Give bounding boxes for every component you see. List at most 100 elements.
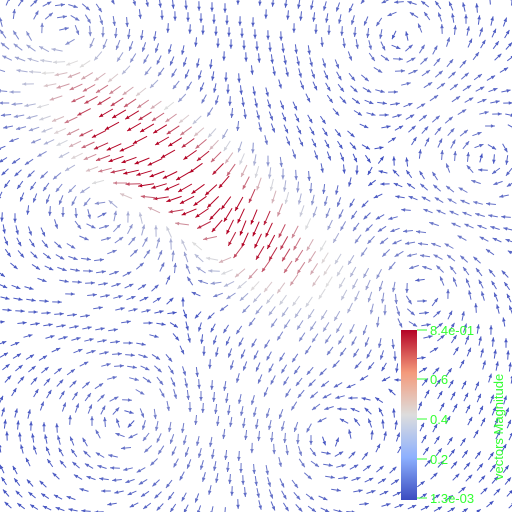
vector-glyph-head [239,231,244,236]
vector-glyph-head [299,16,303,21]
vector-glyph-head [191,292,196,296]
vector-glyph-head [267,482,271,487]
vector-glyph-head [229,44,233,49]
vector-glyph-head [44,299,49,303]
vector-glyph-head [492,238,497,242]
vector-glyph-head [307,314,312,319]
vector-glyph-head [435,494,440,499]
vector-glyph-head [449,266,454,271]
vector-glyph-head [226,467,230,472]
vector-glyph-head [364,502,369,506]
vector-glyph-head [418,401,422,407]
vector-glyph-head [388,216,393,220]
vector-glyph-head [209,215,214,220]
vector-glyph-head [115,433,120,437]
vector-glyph-head [340,351,344,357]
vector-glyph-head [364,77,369,82]
vector-glyph-head [207,315,212,320]
vector-glyph-head [35,322,40,326]
vector-glyph-head [70,244,76,249]
vector-glyph-head [87,326,92,330]
vector-glyph-head [221,271,226,275]
vector-glyph-head [253,412,257,417]
vector-glyph-head [310,394,315,399]
vector-glyph-head [68,508,73,512]
vector-glyph-head [226,171,231,176]
vector-glyph-head [57,435,61,440]
vector-glyph-head [283,60,287,65]
vector-glyph-head [420,183,425,188]
vector-glyph-head [492,170,497,174]
vector-glyph-head [324,508,330,512]
vector-glyph-head [365,285,370,291]
vector-glyph-head [81,75,86,80]
vector-glyph-head [368,45,372,50]
vector-glyph-head [342,99,347,104]
vector-glyph-head [380,240,385,245]
vector-glyph-head [0,272,5,277]
vector-glyph-head [294,483,298,488]
vector-glyph-head [391,344,395,349]
vector-glyph-head [284,506,289,512]
vector-glyph-head [291,233,296,239]
vector-glyph-head [395,368,399,373]
vector-glyph-head [307,176,311,181]
vector-glyph-head [503,17,507,22]
vector-glyph-head [280,245,284,250]
vector-glyph-head [29,286,34,290]
vector-glyph-head [228,241,232,246]
vector-glyph-head [202,351,206,356]
vector-glyph-head [413,70,418,74]
vector-glyph-head [401,208,406,212]
vector-glyph-head [338,451,344,456]
vector-glyph-head [475,3,479,8]
vector-glyph-head [240,33,244,38]
vector-glyph-head [370,430,374,435]
vector-glyph-head [199,18,203,23]
vector-glyph-head [55,507,60,511]
vector-glyph-head [169,238,173,243]
vector-glyph-head [209,442,213,447]
vector-glyph-head [99,477,104,481]
vector-glyph-head [133,249,138,254]
vector-glyph-head [195,144,200,149]
vector-glyph-head [352,145,357,150]
vector-glyph-head [461,109,467,113]
vector-glyph-head [418,242,423,246]
vector-glyph-head [22,321,27,325]
vector-glyph-head [176,176,181,181]
vector-glyph-head [392,287,396,293]
vector-glyph-head [408,196,413,200]
vector-glyph-head [337,132,341,137]
vector-glyph-head [87,18,91,24]
vector-glyph-head [79,132,84,137]
vector-glyph-head [481,39,486,45]
vector-glyph-head [178,97,183,102]
vector-glyph-head [282,257,286,262]
vector-glyph-head [94,77,99,81]
vector-glyph-head [420,254,425,258]
vector-glyph-head [92,180,97,185]
vector-glyph-head [440,402,445,408]
vector-glyph-head [297,129,302,135]
vector-glyph-head [34,389,39,394]
vector-glyph-head [13,114,18,118]
vector-glyph-head [486,249,491,253]
vector-glyph-head [159,380,164,385]
vector-glyph-head [44,243,48,248]
vector-glyph-head [312,212,317,218]
vector-glyph-head [435,1,439,6]
vector-glyph-head [440,276,444,281]
vector-glyph-head [168,142,173,147]
vector-glyph-head [164,106,169,110]
vector-glyph-head [239,469,243,473]
vector-glyph-head [0,395,3,401]
vector-glyph-head [238,342,243,347]
vector-glyph-head [210,158,215,163]
vector-glyph-head [286,141,290,146]
vector-glyph-head [186,395,190,400]
vector-glyph-head [64,27,69,31]
vector-glyph-head [209,64,213,69]
